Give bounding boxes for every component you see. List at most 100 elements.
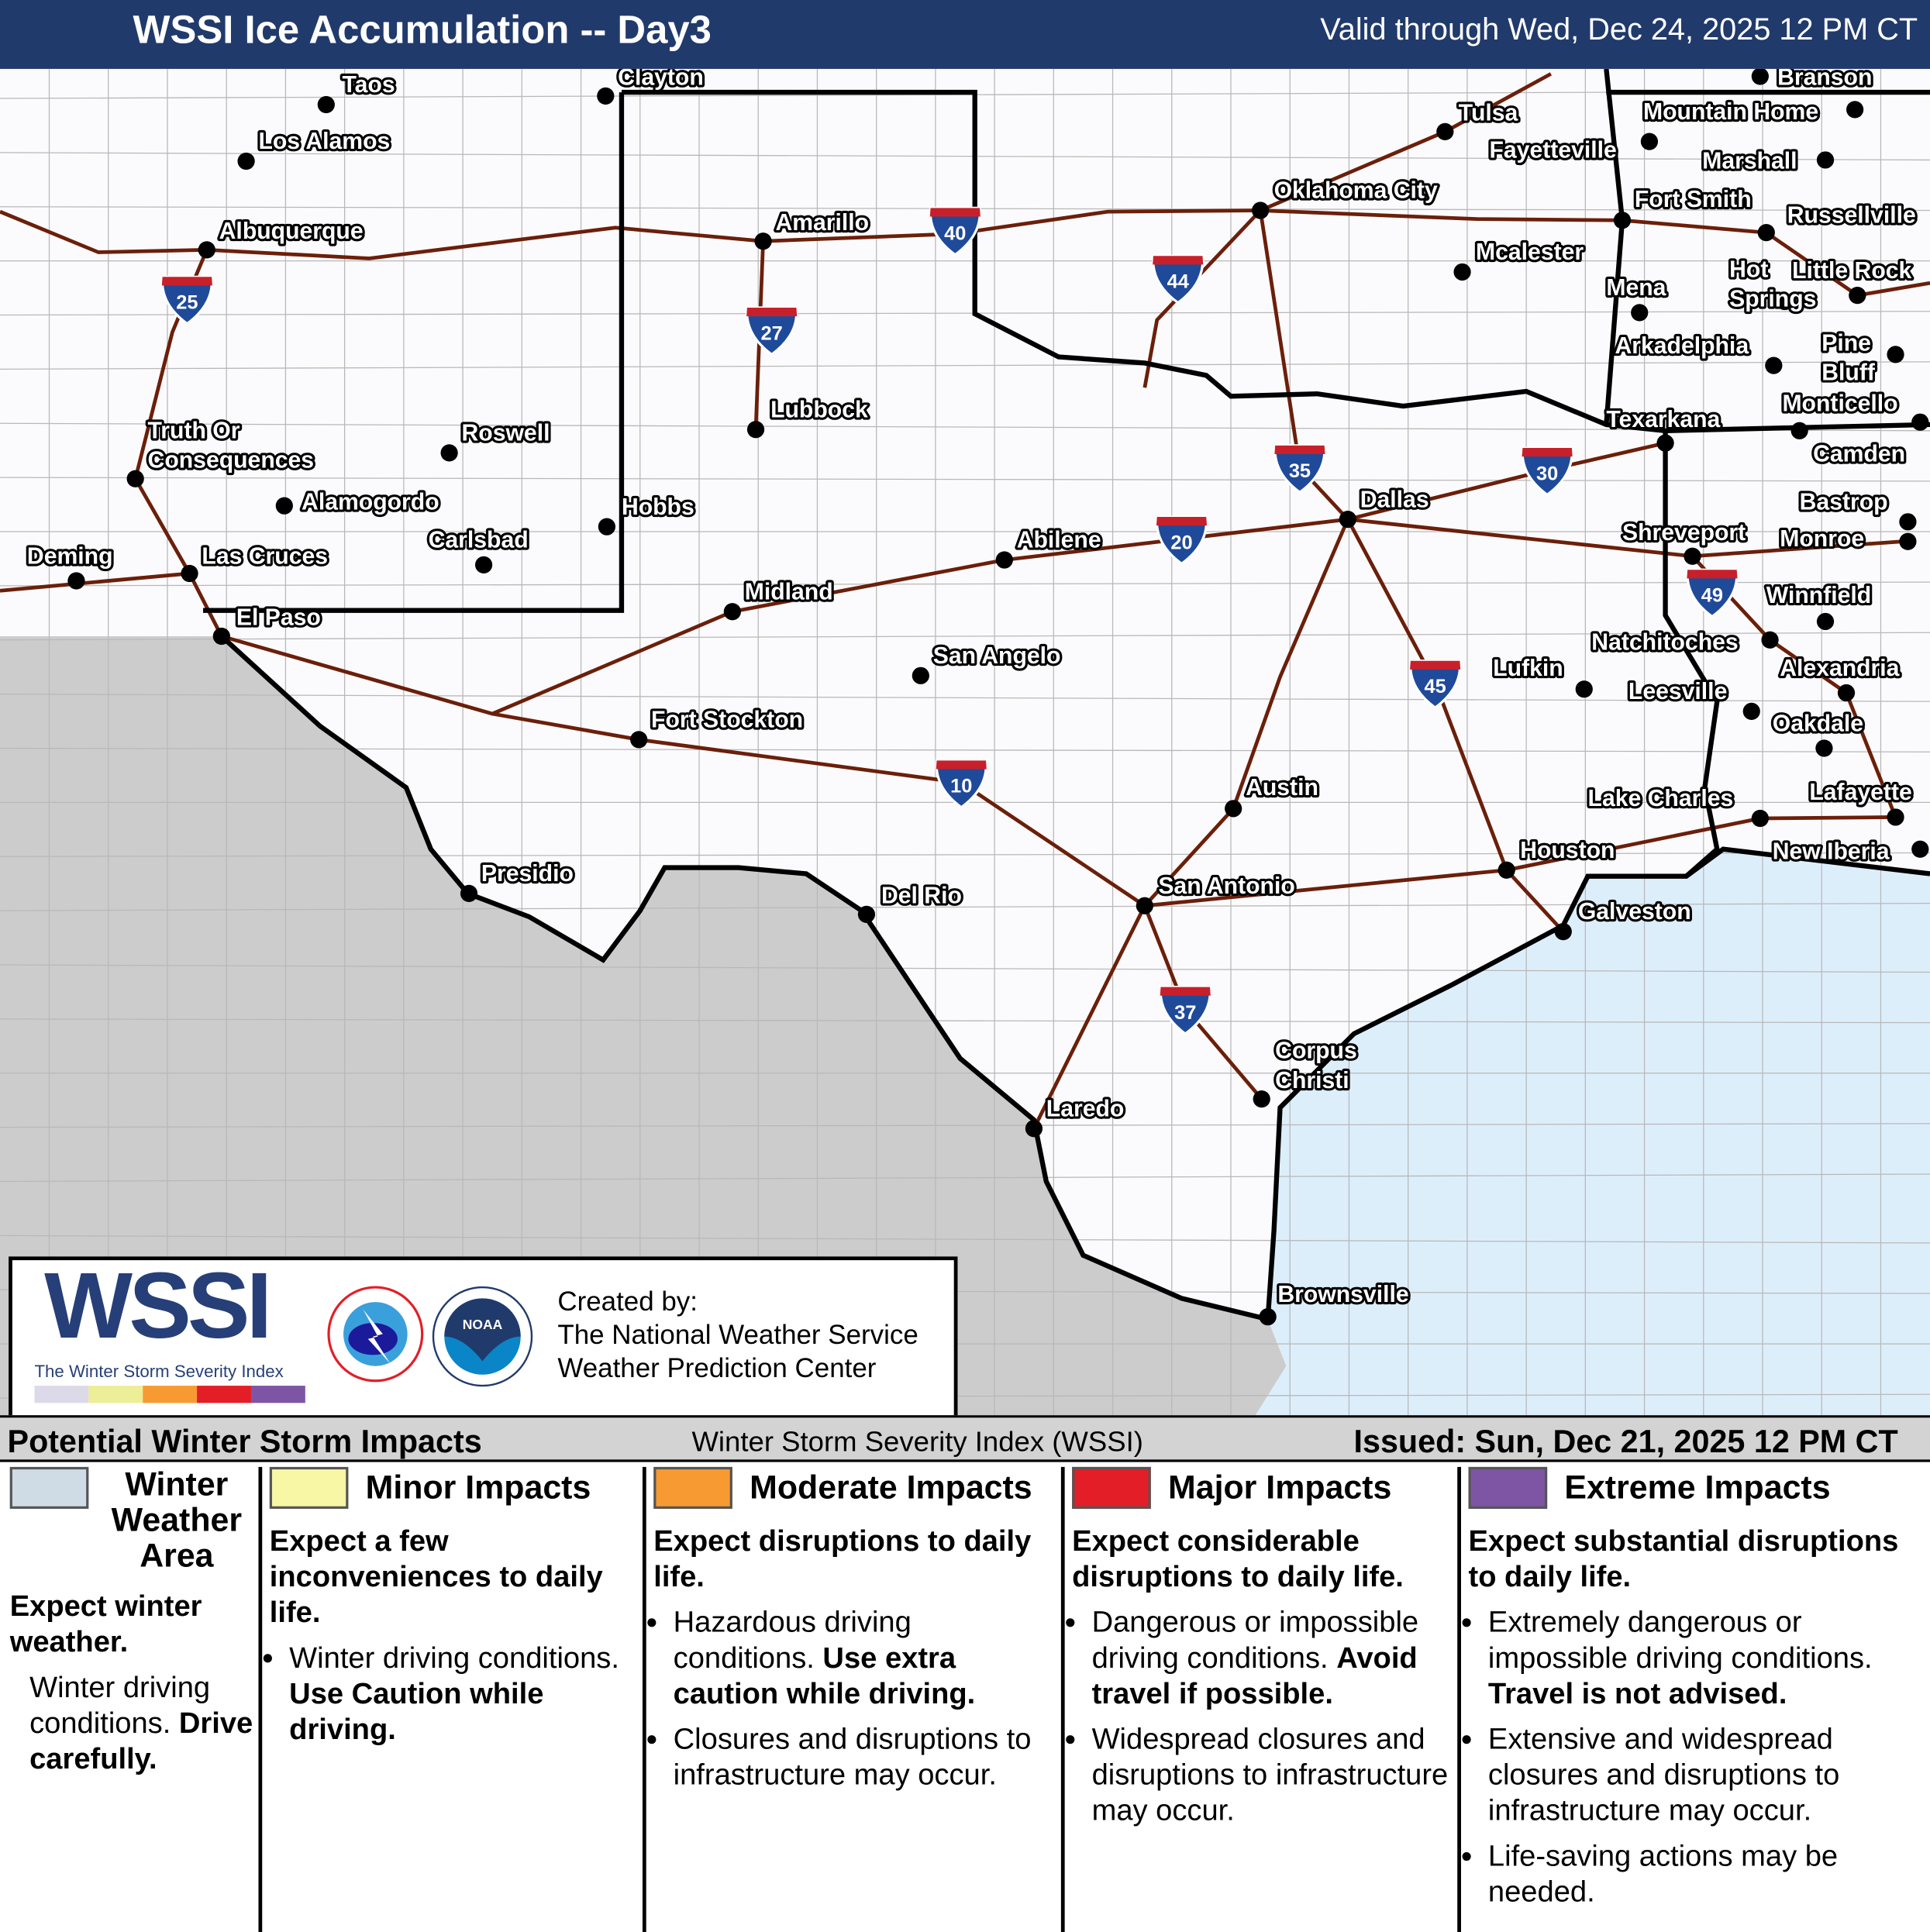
svg-text:49: 49 [1701, 585, 1723, 607]
legend-category-moderate: Moderate Impacts Expect disruptions to da… [642, 1466, 1060, 1932]
legend-header: Potential Winter Storm Impacts Winter St… [0, 1417, 1930, 1462]
valid-time: Valid through Wed, Dec 24, 2025 12 PM CT [1320, 12, 1918, 47]
city-dot [1259, 1308, 1277, 1326]
city-label: Winnfield [1766, 583, 1871, 608]
city-label: Midland [745, 579, 833, 604]
city-label: Natchitoches [1591, 629, 1738, 655]
legend-expectation: Expect a few inconveniences to daily lif… [269, 1524, 603, 1630]
interstate-10-shield: 10 [935, 759, 987, 809]
city-dot [1684, 547, 1701, 565]
city-fort-smith: Fort Smith [1613, 184, 1754, 229]
city-san-angelo: San Angelo [912, 641, 1063, 684]
city-dot [1640, 133, 1659, 150]
svg-text:30: 30 [1536, 463, 1558, 484]
city-label: Fort Smith [1635, 187, 1752, 212]
city-camden: Camden [1811, 413, 1929, 470]
city-label: Camden [1813, 442, 1905, 467]
city-winnfield: Winnfield [1764, 580, 1873, 631]
city-russellville: Russellville [1757, 200, 1918, 242]
city-label: Fayetteville [1489, 137, 1616, 163]
legend-category-name: Major Impacts [1168, 1469, 1392, 1506]
city-dot [995, 551, 1013, 569]
city-label: Little Rock [1792, 258, 1911, 284]
city-fort-stockton: Fort Stockton [630, 704, 805, 749]
city-branson: Branson [1751, 68, 1875, 93]
city-roswell: Roswell [440, 418, 553, 462]
city-lubbock: Lubbock [746, 394, 870, 439]
svg-text:40: 40 [944, 223, 966, 245]
city-corpus-christi: Corpus Christi [1253, 1036, 1360, 1108]
city-shreveport: Shreveport [1620, 518, 1748, 565]
legend-bullet: Closures and disruptions to infrastructu… [674, 1722, 1060, 1793]
city-dot [275, 497, 293, 515]
svg-text:NOAA: NOAA [463, 1317, 503, 1332]
legend-category-winter-weather-area: Winter Weather Area Expect winter weather… [9, 1466, 257, 1932]
org-wpc: Weather Prediction Center [557, 1352, 877, 1383]
city-label: Alexandria [1780, 656, 1899, 681]
noaa-logo: NOAA [432, 1286, 533, 1387]
city-dallas: Dallas [1339, 484, 1432, 529]
city-deming: Deming [25, 541, 115, 590]
legend-bullet: Winter driving conditions. Use Caution w… [289, 1641, 639, 1748]
city-label: San Antonio [1158, 873, 1294, 899]
city-lufkin: Lufkin [1491, 653, 1593, 698]
city-label: Branson [1777, 69, 1872, 91]
legend-title: Potential Winter Storm Impacts [7, 1422, 482, 1460]
city-dot [746, 421, 765, 439]
city-austin: Austin [1225, 773, 1321, 818]
city-lafayette: Lafayette [1807, 777, 1914, 826]
nws-logo [327, 1286, 424, 1383]
city-label: Russellville [1787, 202, 1916, 228]
city-taos: Taos [317, 70, 398, 114]
mexico [0, 636, 1287, 1416]
interstate-shields: 25 40 27 44 35 30 20 49 45 10 37 [160, 206, 1739, 1035]
svg-text:25: 25 [176, 292, 198, 314]
city-label: San Angelo [933, 643, 1061, 669]
city-dot [1761, 631, 1779, 649]
city-label: Carlsbad [429, 528, 529, 553]
city-label: Hot [1729, 257, 1768, 282]
city-tulsa: Tulsa [1436, 98, 1521, 141]
city-dot [1751, 809, 1769, 828]
city-albuquerque: Albuquerque [198, 216, 366, 259]
city-label: Lubbock [770, 397, 868, 422]
city-label: Dallas [1360, 487, 1429, 512]
city-label: Deming [27, 543, 113, 569]
city-dot [1436, 122, 1454, 141]
interstate-45-shield: 45 [1409, 659, 1462, 710]
city-label: Springs [1729, 286, 1816, 312]
issued-time: Issued: Sun, Dec 21, 2025 12 PM CT [1353, 1422, 1898, 1460]
city-el-paso: El Paso [212, 603, 323, 646]
city-dot [1742, 702, 1760, 720]
city-dot [317, 95, 335, 114]
city-oakdale: Oakdale [1770, 708, 1866, 757]
interstate-35-shield: 35 [1273, 444, 1326, 494]
interstate-30-shield: 30 [1521, 446, 1573, 497]
city-label: Lufkin [1493, 656, 1563, 681]
cities: Taos Clayton Los Alamos Albuquerque Amarillo… [25, 68, 1929, 1326]
city-label: Bluff [1821, 360, 1876, 386]
city-label: Corpus [1275, 1038, 1357, 1064]
city-dot [754, 232, 772, 250]
city-dot [1136, 897, 1153, 914]
legend-bullet: Life-saving actions may be needed. [1488, 1838, 1930, 1910]
city-dot [1790, 422, 1808, 439]
city-label: Oakdale [1773, 711, 1863, 736]
header-bar: WSSI Ice Accumulation -- Day3 Valid thro… [0, 0, 1930, 69]
legend-subtitle: Winter Storm Severity Index (WSSI) [691, 1424, 1143, 1458]
city-label: Roswell [462, 421, 550, 446]
city-amarillo: Amarillo [754, 208, 871, 250]
interstate-44-shield: 44 [1152, 254, 1205, 305]
city-dot [1751, 68, 1769, 85]
city-label: Leesville [1628, 679, 1727, 704]
wssi-logo: WSSI [44, 1254, 272, 1359]
city-label: Alamogordo [302, 489, 439, 515]
impacts-legend: Potential Winter Storm Impacts Winter St… [0, 1415, 1930, 1932]
legend-category-major: Major Impacts Expect considerable disrupt… [1060, 1466, 1460, 1932]
legend-swatch [269, 1466, 349, 1509]
wssi-subtitle: The Winter Storm Severity Index [34, 1361, 284, 1381]
legend-category-name: Moderate Impacts [750, 1469, 1032, 1506]
legend-swatch [1072, 1466, 1151, 1509]
city-bastrop: Bastrop [1797, 487, 1917, 531]
